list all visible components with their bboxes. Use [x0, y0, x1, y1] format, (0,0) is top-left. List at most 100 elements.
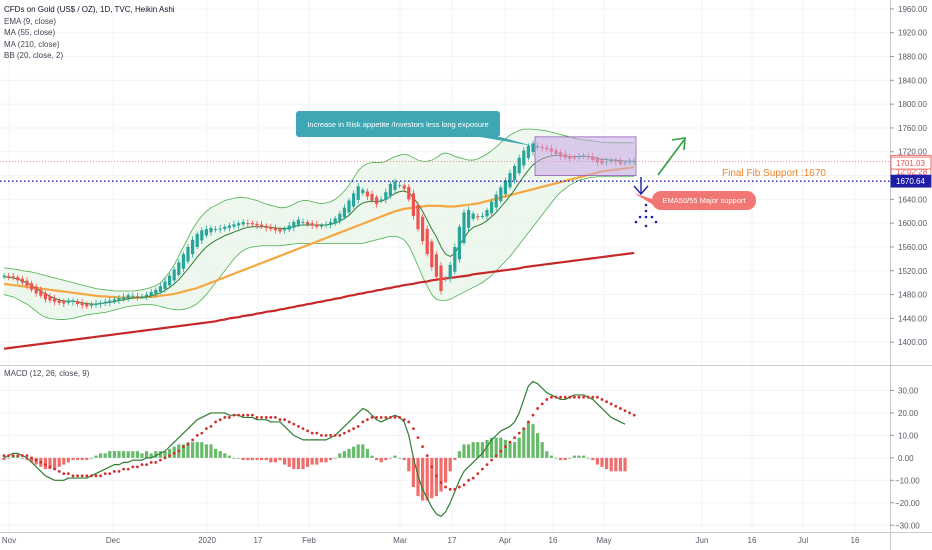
candle-body-27 [126, 295, 130, 299]
macd-hist-bar-106 [490, 437, 494, 458]
macd-hist-bar-87 [402, 457, 406, 461]
bb-lower-line [3, 176, 635, 320]
candle-80 [370, 190, 374, 203]
candle-69 [319, 223, 323, 230]
candle-body-83 [384, 192, 388, 201]
signal-dot-53 [246, 413, 250, 417]
macd-hist-bar-128 [591, 457, 595, 461]
macd-hist-bar-102 [471, 442, 475, 458]
signal-dot-54 [251, 413, 254, 417]
signal-dot-9 [44, 463, 47, 467]
time-tick-label-1: Dec [106, 536, 120, 545]
macd-hist-bar-100 [462, 444, 466, 458]
candle-body-28 [131, 295, 135, 297]
macd-hist-bar-23 [108, 451, 112, 458]
candle-65 [301, 218, 305, 226]
candle-72 [333, 216, 337, 226]
callout-pointer [480, 137, 533, 146]
signal-dot-65 [301, 427, 305, 431]
macd-hist-bar-126 [582, 455, 586, 458]
candle-body-111 [513, 166, 517, 181]
price-tag-label-2: 1701.03 [896, 159, 925, 168]
candle-body-104 [480, 216, 484, 218]
legend-study-bb[interactable]: BB (20, close, 2) [4, 51, 64, 60]
signal-dot-27 [126, 467, 130, 471]
macd-hist-bar-64 [296, 457, 300, 470]
signal-dot-85 [393, 416, 397, 419]
candle-6 [30, 280, 34, 293]
legend-study-ma55[interactable]: MA (55, close) [4, 28, 56, 37]
dotted-arrow-dot-0 [644, 203, 648, 207]
signal-dot-79 [366, 418, 369, 422]
candle-body-68 [315, 224, 319, 227]
candle-body-77 [356, 186, 360, 200]
macd-tick-label-0: 0.00 [898, 454, 914, 463]
macd-hist-bar-103 [476, 442, 480, 458]
ma55-line [3, 166, 635, 299]
candle-body-112 [517, 157, 521, 174]
legend-title[interactable]: CFDs on Gold (US$ / OZ), 1D, TVC, Heikin… [4, 5, 175, 14]
macd-hist-bar-53 [246, 457, 250, 461]
signal-dot-101 [467, 478, 470, 482]
candle-body-100 [462, 212, 466, 244]
candle-86 [398, 181, 402, 189]
macd-legend-title[interactable]: MACD (12, 26, close, 9) [4, 369, 90, 378]
signal-dot-81 [375, 416, 378, 419]
candle-98 [453, 243, 457, 275]
candle-73 [338, 210, 342, 225]
candle-body-67 [310, 223, 314, 226]
macd-hist-bar-67 [310, 457, 314, 465]
candle-52 [241, 218, 245, 227]
macd-hist-bar-10 [48, 457, 52, 470]
signal-dot-75 [347, 429, 351, 433]
macd-hist-bar-19 [89, 457, 93, 459]
signal-dot-44 [205, 427, 208, 431]
candle-60 [278, 226, 282, 234]
candle-body-56 [260, 224, 264, 227]
macd-hist-bar-88 [407, 457, 411, 472]
candle-body-46 [214, 229, 218, 231]
legend-study-ma210[interactable]: MA (210, close) [4, 39, 60, 49]
macd-hist-bar-43 [200, 442, 204, 458]
candle-body-17 [80, 302, 84, 306]
signal-dot-37 [172, 451, 176, 455]
macd-hist-bar-68 [315, 457, 319, 465]
candle-62 [287, 221, 291, 233]
time-tick-label-13: 16 [851, 536, 860, 545]
macd-hist-bar-6 [30, 457, 34, 463]
candle-93 [430, 239, 434, 271]
signal-dot-22 [103, 472, 107, 475]
macd-hist-bar-16 [76, 457, 80, 461]
legend-study-ema9[interactable]: EMA (9, close) [4, 16, 57, 26]
signal-dot-64 [297, 425, 300, 428]
macd-hist-bar-96 [444, 457, 448, 483]
macd-hist-bar-15 [71, 457, 75, 461]
candle-body-48 [223, 226, 227, 230]
signal-dot-31 [145, 463, 149, 467]
candle-body-79 [365, 191, 369, 197]
signal-dot-57 [264, 416, 268, 419]
dotted-arrow-dot-2 [644, 215, 648, 219]
candle-101 [467, 206, 471, 232]
macd-hist-bar-13 [62, 457, 66, 465]
candle-body-51 [237, 223, 241, 226]
signal-dot-61 [283, 418, 286, 422]
macd-hist-bar-81 [375, 457, 379, 461]
signal-dot-109 [504, 445, 507, 449]
price-tick-label-1840: 1840.00 [898, 76, 927, 85]
candle-89 [411, 189, 415, 220]
candle-body-72 [333, 218, 337, 224]
signal-dot-74 [343, 431, 346, 435]
time-tick-label-0: Nov [2, 536, 16, 545]
signal-dot-88 [407, 420, 411, 424]
candle-body-25 [117, 298, 121, 301]
candle-body-60 [278, 229, 282, 232]
candle-100 [462, 209, 466, 246]
price-tick-label-1760: 1760.00 [898, 124, 927, 133]
candle-83 [384, 188, 388, 204]
candle-45 [209, 225, 213, 236]
projection-up-line [657, 139, 685, 176]
candle-body-102 [471, 213, 475, 219]
candle-body-55 [255, 223, 259, 226]
